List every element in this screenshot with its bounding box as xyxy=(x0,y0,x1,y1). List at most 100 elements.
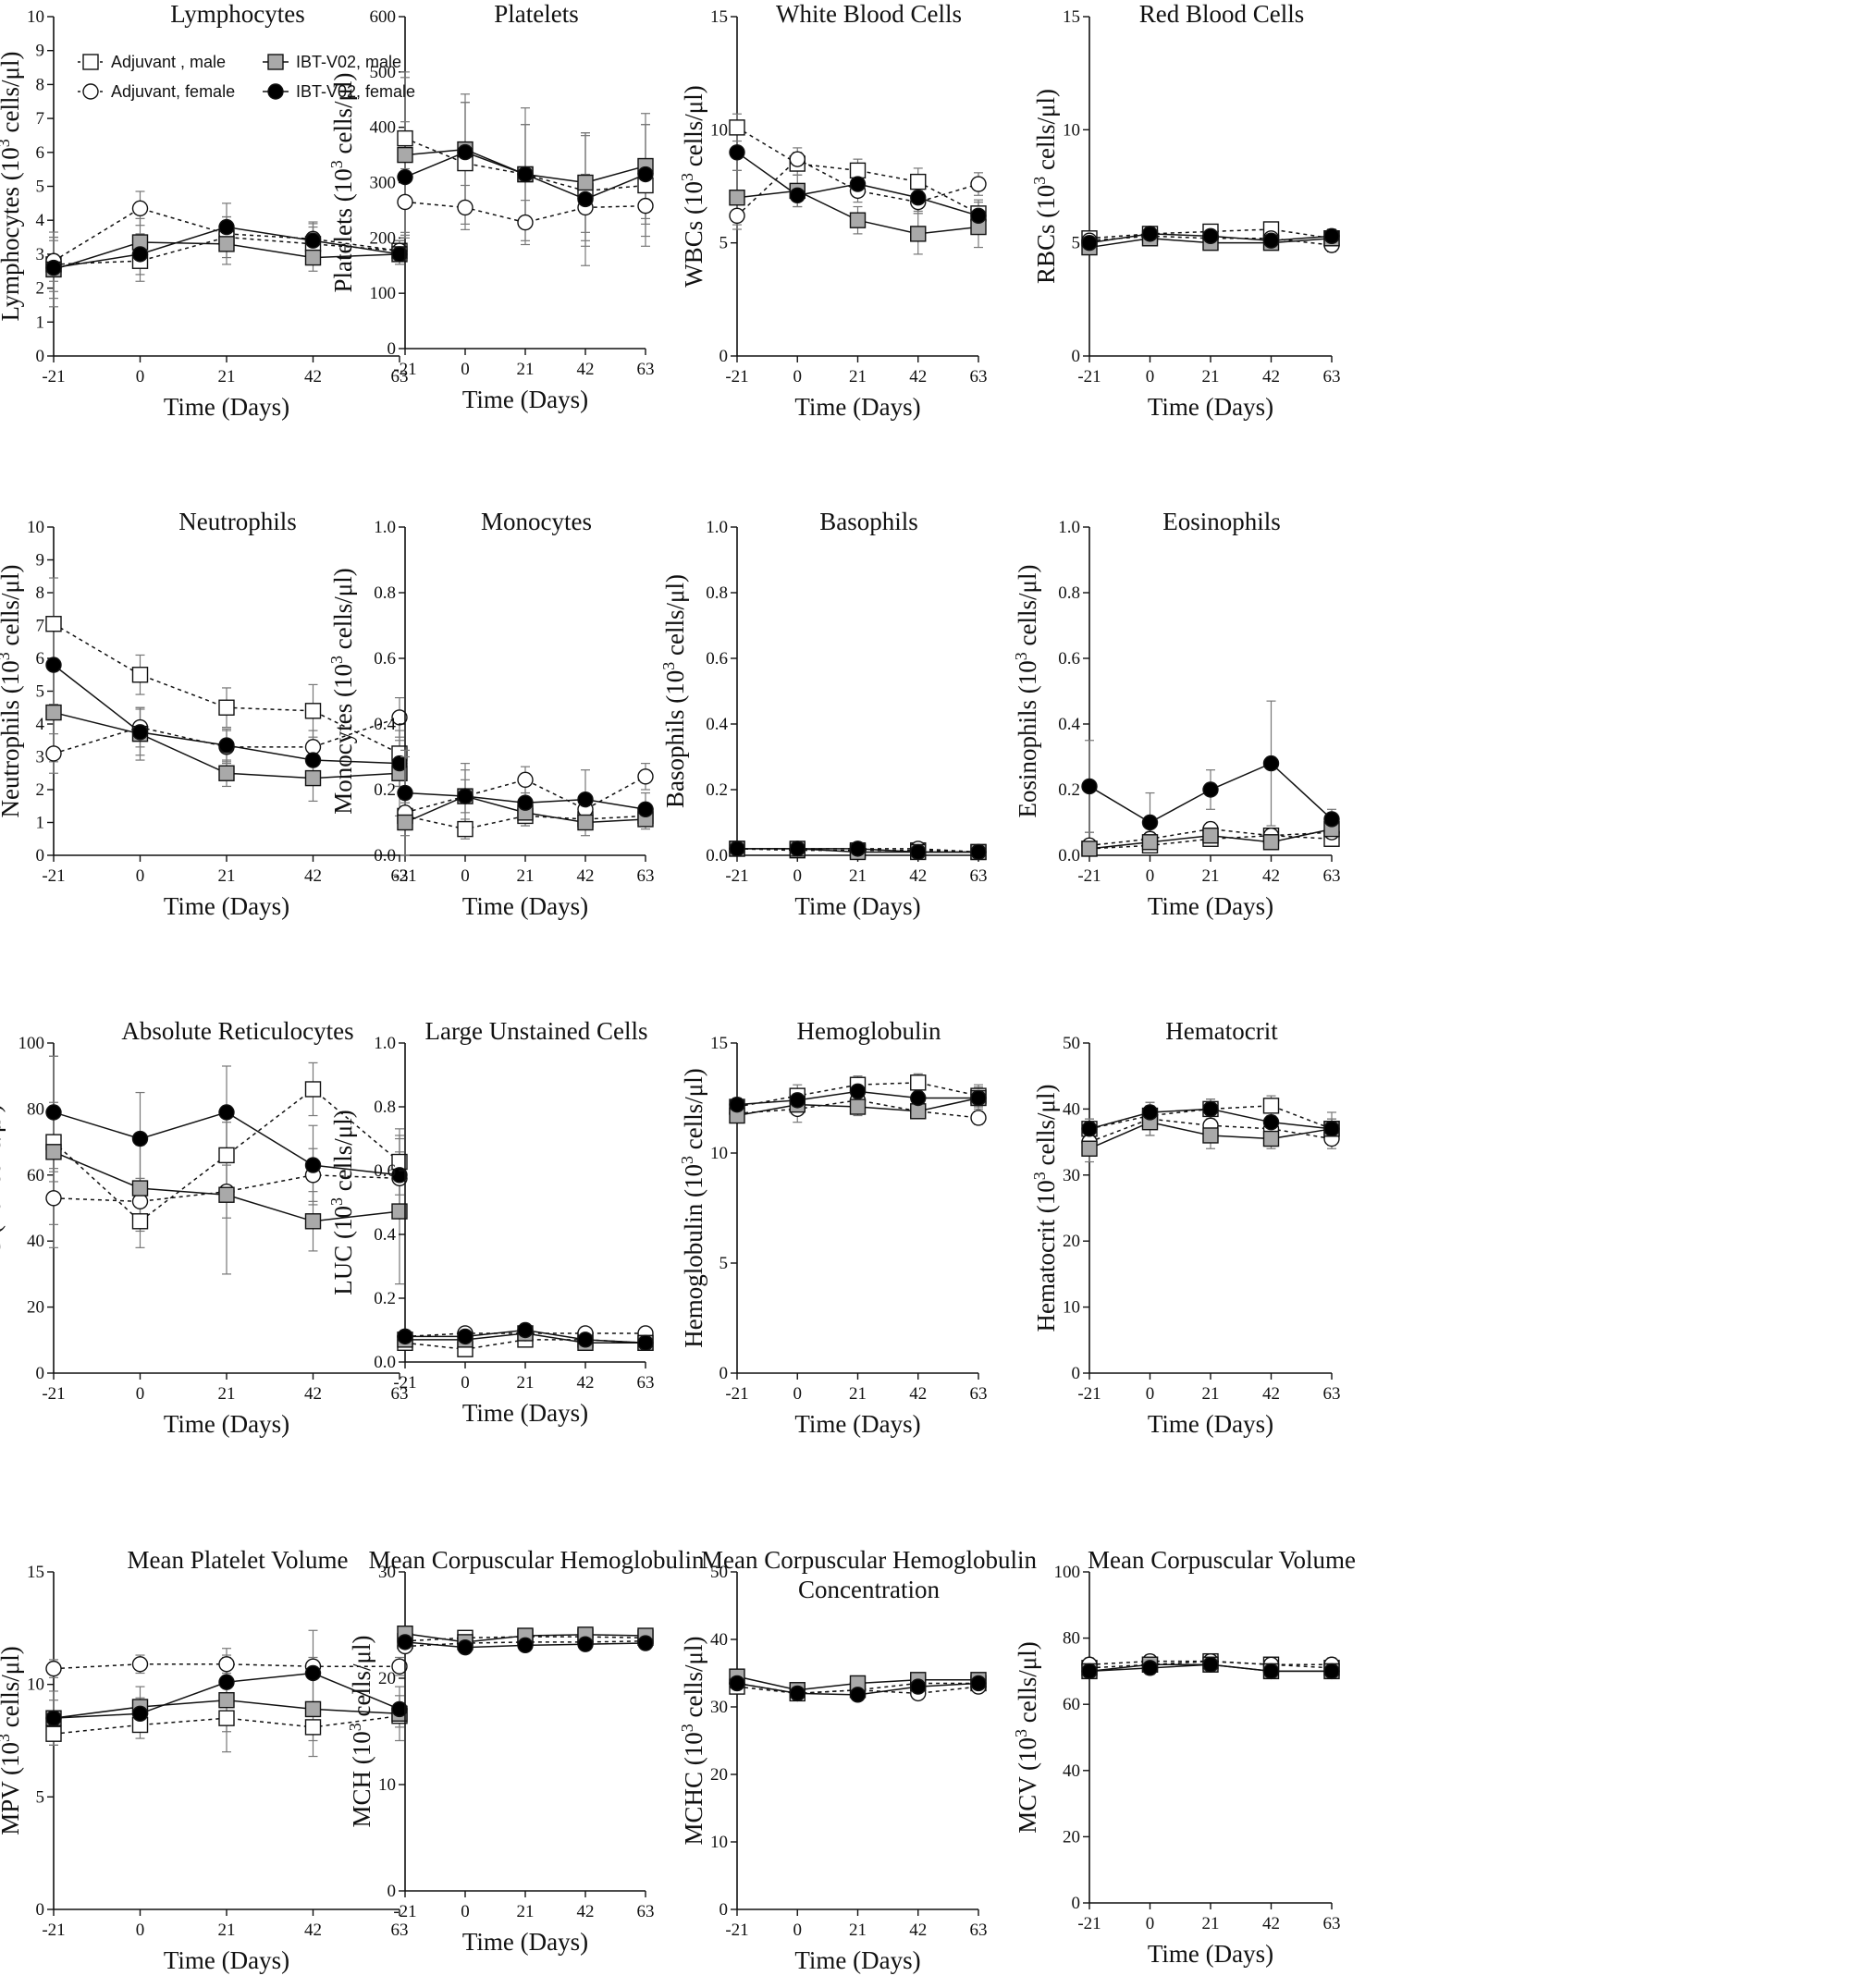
markers-ibt_f xyxy=(729,1083,987,1113)
legend-label: IBT-V02, male xyxy=(296,53,401,71)
y-tick-label: 0 xyxy=(1072,1894,1081,1913)
x-axis-label: Time (Days) xyxy=(794,393,920,421)
markers-ibt_f xyxy=(397,1634,654,1656)
data-point xyxy=(729,190,745,206)
y-axis-label: MCHC (103 cells/μl) xyxy=(678,1637,707,1846)
data-point xyxy=(577,174,594,191)
data-point xyxy=(577,1636,594,1652)
y-tick-label: 500 xyxy=(370,63,397,82)
y-tick-label: 0.0 xyxy=(706,846,728,865)
legend-item-adj_m: Adjuvant , male xyxy=(78,53,226,71)
y-axis-label: Hematocrit (103 cells/μl) xyxy=(1030,1085,1060,1332)
x-tick-label: 21 xyxy=(1202,1384,1220,1404)
chart-panel-8: 0.0 0.2 0.4 0.6 0.8 1.0 -21 0 21 42 63 Time (Days) E… xyxy=(1012,508,1341,920)
data-point xyxy=(1262,755,1280,772)
data-point xyxy=(1141,834,1159,851)
chart-panel-7: 0.0 0.2 0.4 0.6 0.8 1.0 -21 0 21 42 63 Time (Days) B… xyxy=(659,508,988,920)
data-point xyxy=(397,168,413,186)
data-point xyxy=(457,1638,473,1656)
markers-ibt_f xyxy=(45,1104,408,1184)
legend-marker xyxy=(267,83,284,100)
y-tick-label: 10 xyxy=(710,1144,728,1163)
y-tick-label: 8 xyxy=(36,75,45,94)
x-tick-label: 21 xyxy=(1202,367,1220,387)
y-tick-label: 100 xyxy=(370,284,397,303)
data-point xyxy=(391,1658,408,1675)
x-tick-label: -21 xyxy=(393,866,416,886)
chart-title: White Blood Cells xyxy=(776,0,962,28)
y-tick-label: 0 xyxy=(1072,1364,1081,1383)
x-tick-label: 42 xyxy=(304,866,322,886)
data-point xyxy=(457,143,473,161)
data-point xyxy=(517,771,534,789)
data-point xyxy=(1323,811,1340,828)
x-tick-label: -21 xyxy=(1077,866,1101,886)
y-tick-label: 3 xyxy=(36,245,45,264)
data-point xyxy=(304,232,322,249)
x-tick-label: 0 xyxy=(793,866,803,886)
data-point xyxy=(1202,781,1219,798)
data-point xyxy=(637,801,654,817)
data-point xyxy=(910,1089,927,1107)
data-point xyxy=(637,1334,654,1352)
y-axis-label: MCH (103 cells/μl) xyxy=(346,1636,375,1828)
data-point xyxy=(218,699,235,716)
markers-ibt_f xyxy=(729,144,987,225)
chart-title: Mean Corpuscular Hemoglobulin Concentrati… xyxy=(701,1546,1037,1603)
x-axis-label: Time (Days) xyxy=(794,1946,920,1974)
data-point xyxy=(391,1167,408,1184)
data-point xyxy=(729,144,745,161)
y-tick-label: 400 xyxy=(370,118,397,138)
data-point xyxy=(218,1656,235,1673)
data-point xyxy=(45,259,62,276)
x-tick-label: 0 xyxy=(136,367,145,387)
y-tick-label: 0.6 xyxy=(374,649,396,669)
x-tick-label: 63 xyxy=(637,360,655,379)
data-point xyxy=(849,176,867,192)
data-point xyxy=(397,1328,413,1345)
data-point xyxy=(304,703,322,719)
x-tick-label: 42 xyxy=(909,1384,927,1404)
x-axis-label: Time (Days) xyxy=(794,1410,920,1438)
markers-ibt_f xyxy=(1081,1100,1340,1137)
x-tick-label: 63 xyxy=(1323,1384,1341,1404)
y-tick-label: 0.0 xyxy=(374,846,396,865)
y-tick-label: 0 xyxy=(719,1900,729,1920)
y-tick-label: 0 xyxy=(36,1364,45,1383)
y-tick-label: 5 xyxy=(719,1254,729,1273)
markers-ibt_f xyxy=(45,1664,408,1726)
y-tick-label: 1.0 xyxy=(706,518,728,537)
data-point xyxy=(970,1675,987,1692)
x-tick-label: 21 xyxy=(849,1921,867,1940)
data-point xyxy=(849,1083,867,1100)
data-point xyxy=(1081,1121,1098,1137)
data-point xyxy=(910,1074,927,1091)
data-point xyxy=(1262,1663,1280,1680)
y-axis-label: Basophils (103 cells/μl) xyxy=(659,574,689,808)
data-point xyxy=(789,187,806,203)
y-tick-label: 30 xyxy=(378,1563,396,1582)
x-tick-label: 63 xyxy=(637,866,655,886)
data-point xyxy=(45,1725,62,1742)
data-point xyxy=(1081,1140,1098,1157)
x-tick-label: 0 xyxy=(136,1921,145,1940)
x-tick-label: 42 xyxy=(1262,367,1280,387)
data-point xyxy=(1262,1098,1280,1114)
legend-item-ibt_m: IBT-V02, male xyxy=(263,53,401,71)
x-tick-label: 63 xyxy=(637,1902,655,1921)
data-point xyxy=(218,1710,235,1726)
y-tick-label: 10 xyxy=(27,7,44,27)
data-point xyxy=(1202,1127,1219,1144)
legend-item-adj_f: Adjuvant, female xyxy=(78,82,235,101)
x-tick-label: 63 xyxy=(1323,367,1341,387)
x-tick-label: 63 xyxy=(970,367,988,387)
x-tick-label: 63 xyxy=(391,367,409,387)
data-point xyxy=(1202,1100,1219,1118)
chart-panel-10: 0.0 0.2 0.4 0.6 0.8 1.0 -21 0 21 42 63 Time (Days) L… xyxy=(327,1017,655,1427)
data-point xyxy=(218,1104,235,1121)
markers-ibt_f xyxy=(45,218,408,276)
data-point xyxy=(1081,841,1098,857)
x-tick-label: 21 xyxy=(1202,866,1220,886)
chart-title: Basophils xyxy=(819,508,918,535)
